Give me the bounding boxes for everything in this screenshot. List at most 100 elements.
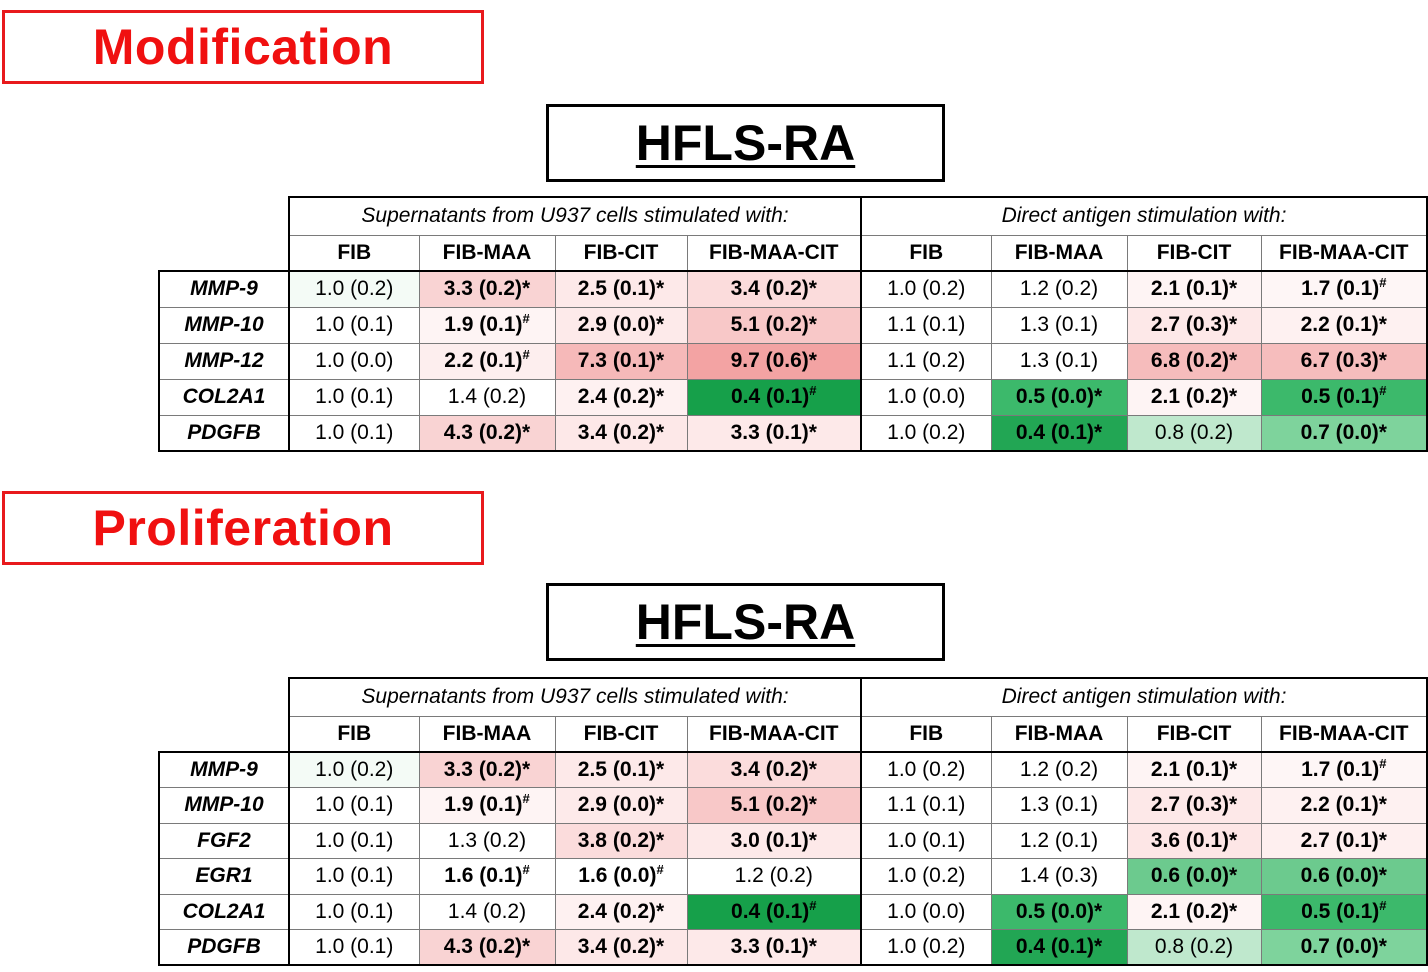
- value-cell: 1.0 (0.0): [860, 893, 992, 930]
- value-cell: 1.0 (0.1): [860, 822, 992, 859]
- value-cell: 1.6 (0.0)#: [554, 858, 688, 895]
- column-header: FIB-MAA-CIT: [686, 234, 862, 272]
- cell-value: 1.0 (0.2): [887, 935, 966, 958]
- cell-value: 2.2 (0.1)*: [1300, 313, 1387, 336]
- value-cell: 0.8 (0.2): [1126, 414, 1262, 452]
- value-cell: 1.1 (0.1): [860, 787, 992, 824]
- panel-title-proliferation: HFLS-RA: [546, 583, 945, 661]
- cell-value: 3.6 (0.1)*: [1150, 828, 1238, 852]
- value-cell: 1.0 (0.1): [288, 378, 420, 416]
- value-cell: 0.5 (0.1)#: [1260, 378, 1428, 416]
- value-cell: 2.7 (0.3)*: [1126, 787, 1262, 824]
- table-row: EGR1 1.0 (0.1) 1.6 (0.1)# 1.6 (0.0)# 1.2 (0.…: [158, 858, 1428, 895]
- significance-marker: #: [656, 862, 664, 878]
- value-cell: 3.3 (0.1)*: [686, 414, 862, 452]
- value-cell: 1.2 (0.2): [686, 858, 862, 895]
- value-cell: 3.4 (0.2)*: [554, 414, 688, 452]
- significance-marker: #: [1379, 897, 1387, 913]
- significance-marker: #: [522, 791, 530, 807]
- value-cell: 0.7 (0.0)*: [1260, 414, 1428, 452]
- value-cell: 2.5 (0.1)*: [554, 751, 688, 788]
- value-cell: 1.0 (0.0): [288, 342, 420, 380]
- column-header: FIB: [860, 715, 992, 753]
- gene-label: MMP-12: [158, 342, 290, 380]
- value-cell: 1.2 (0.2): [990, 751, 1128, 788]
- gene-label: MMP-9: [158, 270, 290, 308]
- panel-title-text: HFLS-RA: [635, 594, 856, 650]
- value-cell: 1.9 (0.1)#: [418, 306, 556, 344]
- value-cell: 1.1 (0.1): [860, 306, 992, 344]
- column-header: FIB: [288, 715, 420, 753]
- column-header: FIB-MAA: [418, 715, 556, 753]
- group-header: Direct antigen stimulation with:: [860, 677, 1428, 717]
- significance-marker: #: [809, 897, 817, 913]
- cell-value: 6.8 (0.2)*: [1150, 349, 1238, 372]
- value-cell: 7.3 (0.1)*: [554, 342, 688, 380]
- table-row: MMP-10 1.0 (0.1) 1.9 (0.1)# 2.9 (0.0)* 5.1 (…: [158, 306, 1428, 344]
- value-cell: 0.6 (0.0)*: [1126, 858, 1262, 895]
- cell-value: 2.1 (0.2)*: [1150, 899, 1238, 923]
- cell-value: 4.3 (0.2)*: [443, 935, 531, 958]
- value-cell: 1.1 (0.2): [860, 342, 992, 380]
- value-cell: 2.2 (0.1)*: [1260, 306, 1428, 344]
- cell-value: 0.5 (0.1): [1301, 385, 1380, 408]
- cell-value: 2.2 (0.1)*: [1300, 793, 1387, 817]
- value-cell: 0.4 (0.1)*: [990, 929, 1128, 966]
- value-cell: 1.6 (0.1)#: [418, 858, 556, 895]
- table-row: PDGFB 1.0 (0.1) 4.3 (0.2)* 3.4 (0.2)* 3.3 (0…: [158, 929, 1428, 966]
- value-cell: 1.3 (0.2): [418, 822, 556, 859]
- cell-value: 0.7 (0.0)*: [1300, 420, 1387, 444]
- value-cell: 1.7 (0.1)#: [1260, 751, 1428, 788]
- value-cell: 1.4 (0.2): [418, 378, 556, 416]
- cell-value: 1.9 (0.1): [444, 313, 523, 336]
- cell-value: 1.0 (0.1): [315, 313, 394, 336]
- value-cell: 0.6 (0.0)*: [1260, 858, 1428, 895]
- section-title-modification: Modification: [2, 10, 484, 84]
- value-cell: 1.4 (0.2): [418, 893, 556, 930]
- significance-marker: #: [809, 383, 817, 398]
- cell-value: 3.4 (0.2)*: [577, 420, 665, 444]
- column-header: FIB-CIT: [554, 715, 688, 753]
- value-cell: 1.0 (0.2): [860, 751, 992, 788]
- value-cell: 3.4 (0.2)*: [686, 751, 862, 788]
- cell-value: 3.3 (0.2)*: [443, 758, 531, 781]
- value-cell: 0.7 (0.0)*: [1260, 929, 1428, 966]
- cell-value: 2.1 (0.2)*: [1150, 385, 1238, 408]
- value-cell: 1.0 (0.2): [288, 751, 420, 788]
- cell-value: 1.2 (0.2): [1019, 277, 1099, 301]
- column-header: FIB-CIT: [1126, 715, 1262, 753]
- value-cell: 0.5 (0.0)*: [990, 893, 1128, 930]
- value-cell: 3.0 (0.1)*: [686, 822, 862, 859]
- cell-value: 1.0 (0.0): [887, 385, 966, 408]
- table-row: MMP-9 1.0 (0.2) 3.3 (0.2)* 2.5 (0.1)* 3.4 (0…: [158, 270, 1428, 308]
- gene-label: MMP-9: [158, 751, 290, 788]
- cell-value: 1.0 (0.2): [887, 420, 966, 444]
- table-row: COL2A1 1.0 (0.1) 1.4 (0.2) 2.4 (0.2)* 0.4 (0…: [158, 893, 1428, 930]
- cell-value: 1.4 (0.2): [447, 899, 527, 923]
- cell-value: 0.8 (0.2): [1154, 420, 1234, 444]
- value-cell: 1.0 (0.1): [288, 822, 420, 859]
- cell-value: 1.6 (0.0): [578, 864, 657, 888]
- value-cell: 3.8 (0.2)*: [554, 822, 688, 859]
- value-cell: 1.0 (0.1): [288, 929, 420, 966]
- gene-label: PDGFB: [158, 929, 290, 966]
- value-cell: 3.4 (0.2)*: [554, 929, 688, 966]
- cell-value: 1.0 (0.1): [315, 935, 394, 958]
- cell-value: 2.1 (0.1)*: [1150, 277, 1238, 301]
- cell-value: 1.3 (0.1): [1019, 349, 1099, 372]
- cell-value: 1.2 (0.2): [734, 864, 813, 888]
- cell-value: 0.4 (0.1)*: [1015, 935, 1103, 958]
- column-header: FIB-MAA-CIT: [686, 715, 862, 753]
- column-header: FIB-MAA: [990, 715, 1128, 753]
- cell-value: 0.5 (0.0)*: [1015, 385, 1103, 408]
- value-cell: 2.2 (0.1)#: [418, 342, 556, 380]
- modification-table: Supernatants from U937 cells stimulated …: [158, 196, 1428, 452]
- cell-value: 1.1 (0.1): [887, 313, 966, 336]
- cell-value: 1.3 (0.1): [1019, 313, 1099, 336]
- value-cell: 0.4 (0.1)#: [686, 893, 862, 930]
- panel-title-text: HFLS-RA: [635, 115, 856, 171]
- column-header: FIB: [860, 234, 992, 272]
- cell-value: 1.0 (0.2): [315, 758, 394, 781]
- significance-marker: #: [1379, 383, 1387, 398]
- cell-value: 1.0 (0.1): [887, 828, 966, 852]
